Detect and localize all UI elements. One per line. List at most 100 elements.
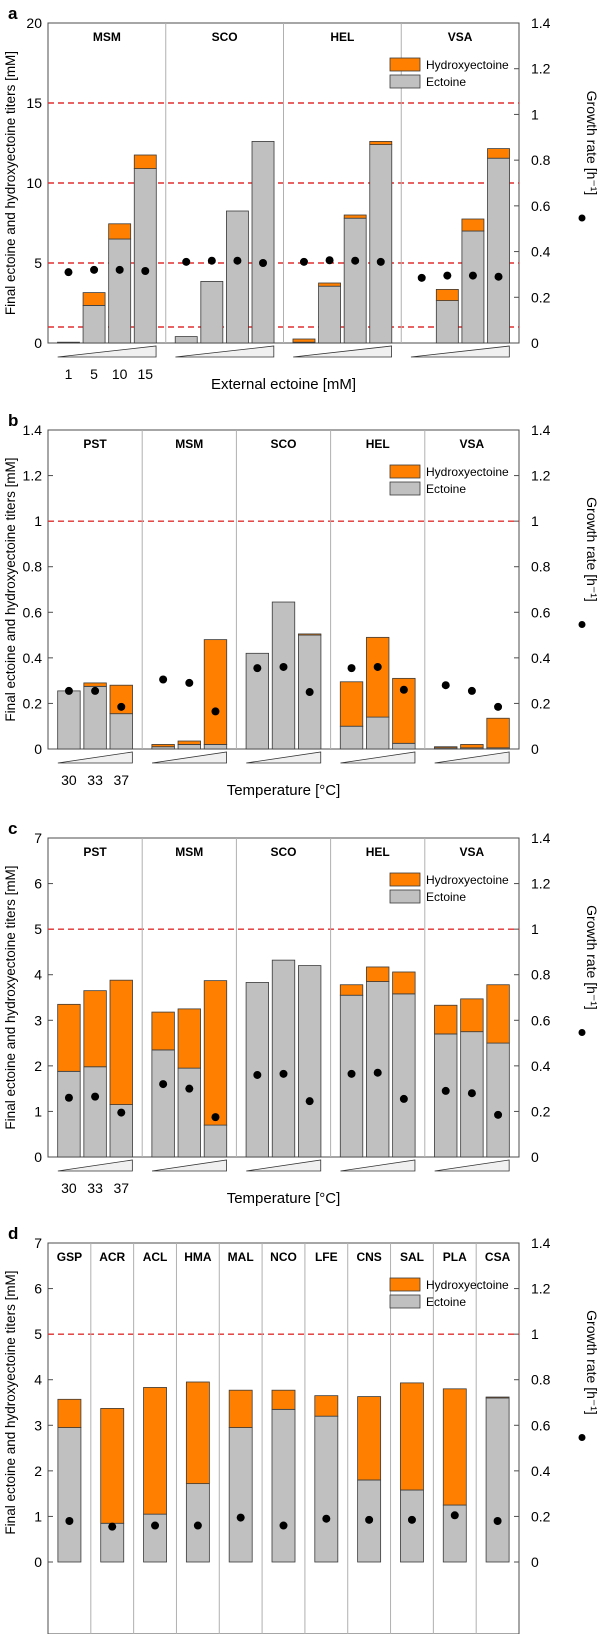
y-tick-label: 0 — [34, 1149, 42, 1165]
legend-swatch-hydroxyectoine — [389, 872, 421, 887]
y2-tick-label: 0.2 — [531, 1103, 551, 1119]
y-axis-label: Final ectoine and hydroxyectoine titers … — [3, 51, 18, 315]
ramp-triangle — [175, 345, 275, 358]
y2-tick-label: 0 — [531, 1554, 539, 1570]
y2-tick-label: 0.8 — [531, 967, 551, 983]
y2-axis-label: Growth rate [h⁻¹] — [584, 497, 597, 602]
growth-rate-point — [279, 1069, 288, 1078]
growth-rate-point — [211, 1113, 220, 1122]
group-label: MSM — [175, 437, 203, 451]
growth-rate-point — [185, 678, 194, 687]
bar-hydroxyectoine — [109, 979, 133, 1105]
group-label: VSA — [460, 437, 485, 451]
growth-rate-point — [494, 702, 503, 711]
growth-rate-point — [299, 257, 308, 266]
growth-rate-point — [91, 1092, 100, 1101]
growth-rate-point — [253, 1070, 262, 1079]
growth-rate-point — [494, 272, 503, 281]
y-tick-label: 6 — [34, 876, 42, 892]
y2-tick-label: 0.6 — [531, 604, 551, 620]
growth-rate-point — [347, 664, 356, 673]
legend: Hydroxyectoine Ectoine — [389, 1277, 509, 1309]
y2-axis-title: Growth rate [h⁻¹] — [578, 497, 597, 628]
x-tick-label: 33 — [87, 1180, 103, 1196]
group-label: SCO — [270, 845, 296, 859]
y2-tick-label: 1 — [531, 513, 539, 529]
y2-axis-title: Growth rate [h⁻¹] — [578, 91, 597, 222]
y-axis-label: Final ectoine and hydroxyectoine titers … — [3, 865, 18, 1129]
y2-axis-label: Growth rate [h⁻¹] — [584, 1310, 597, 1415]
y2-tick-label: 0 — [531, 335, 539, 351]
bar-hydroxyectoine — [143, 1387, 167, 1515]
panel-label: c — [8, 819, 17, 838]
legend-label-ectoine: Ectoine — [426, 482, 466, 496]
bar-hydroxyectoine — [434, 1004, 458, 1035]
y2-tick-label: 0.4 — [531, 1058, 551, 1074]
bar-hydroxyectoine — [177, 740, 201, 745]
bar-ectoine — [133, 168, 157, 344]
bar-hydroxyectoine — [83, 682, 107, 687]
bar-ectoine — [487, 157, 510, 344]
bar-ectoine — [485, 1397, 510, 1563]
group-label: MAL — [228, 1250, 254, 1264]
growth-rate-point — [65, 1516, 74, 1525]
growth-rate-point — [151, 1521, 160, 1530]
bar-ectoine — [339, 725, 364, 750]
group-vsa: VSA — [400, 23, 510, 358]
y2-axis-label: Growth rate [h⁻¹] — [584, 91, 597, 196]
x-tick-label: 30 — [61, 1180, 77, 1196]
group-lfe: LFE — [304, 1243, 339, 1634]
y-tick-label: 1.4 — [23, 422, 43, 438]
bar-hydroxyectoine — [460, 998, 484, 1033]
bar-ectoine — [57, 341, 80, 344]
bar-hydroxyectoine — [486, 984, 510, 1044]
y2-tick-label: 1 — [531, 1326, 539, 1342]
group-label: PST — [83, 845, 107, 859]
bar-ectoine — [343, 217, 367, 344]
bar-ectoine — [298, 965, 322, 1158]
ramp-triangle — [151, 1159, 227, 1172]
bar-hydroxyectoine — [298, 633, 322, 636]
growth-rate-point — [399, 1094, 408, 1103]
growth-rate-point — [117, 1108, 126, 1117]
growth-rate-point — [467, 1089, 476, 1098]
growth-rate-point — [236, 1513, 245, 1522]
group-nco: NCO — [261, 1243, 297, 1634]
group-msm: MSM — [141, 430, 228, 764]
x-tick-label: 37 — [113, 1180, 129, 1196]
ramp-triangle — [151, 751, 227, 764]
bar-ectoine — [369, 144, 393, 344]
group-label: SCO — [212, 30, 238, 44]
group-label: GSP — [57, 1250, 82, 1264]
y2-axis-title: Growth rate [h⁻¹] — [578, 905, 597, 1036]
ramp-triangle — [410, 345, 510, 358]
bar-ectoine — [108, 238, 132, 344]
group-mal: MAL — [218, 1243, 254, 1634]
growth-rate-point — [115, 265, 124, 274]
y-tick-label: 5 — [34, 255, 42, 271]
growth-rate-point — [373, 662, 382, 671]
y2-axis-label: Growth rate [h⁻¹] — [584, 905, 597, 1010]
bar-ectoine — [245, 652, 269, 750]
bar-ectoine — [318, 285, 341, 344]
bar-ectoine — [435, 300, 459, 344]
y-tick-label: 2 — [34, 1463, 42, 1479]
x-tick-label: 37 — [113, 772, 129, 788]
bar-hydroxyectoine — [271, 1389, 296, 1410]
growth-rate-point — [141, 267, 150, 275]
growth-rate-point — [305, 1097, 314, 1106]
growth-rate-point — [64, 268, 73, 277]
group-label: HEL — [366, 437, 390, 451]
group-pst: PST — [57, 437, 133, 764]
y2-tick-label: 1 — [531, 921, 539, 937]
bar-hydroxyectoine — [57, 1398, 82, 1428]
legend-swatch-ectoine — [389, 481, 421, 496]
bar-hydroxyectoine — [343, 214, 367, 219]
y-tick-label: 4 — [34, 1372, 42, 1388]
y2-tick-label: 1.2 — [531, 468, 551, 484]
y2-tick-label: 0.2 — [531, 695, 551, 711]
y-tick-label: 7 — [34, 1235, 42, 1251]
bar-ectoine — [200, 280, 224, 344]
chart-panel-c: c 0 1 2 3 4 5 6 7 0 0.2 0.4 0.6 0.8 1 1.2 1.4 Final ectoi… — [3, 819, 597, 1207]
